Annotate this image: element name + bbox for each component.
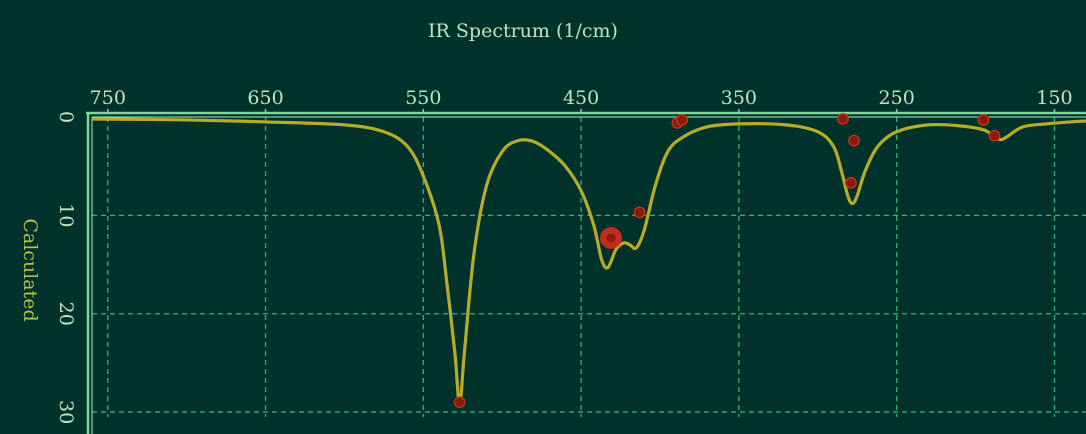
tick-labels: 750 650 550 450 350 250 150 0 10 20 30 bbox=[55, 87, 1073, 424]
peak-marker bbox=[676, 114, 688, 126]
y-tick-label: 30 bbox=[55, 400, 77, 424]
x-tick-label: 150 bbox=[1036, 87, 1072, 109]
peak-marker bbox=[605, 232, 617, 244]
peak-marker bbox=[837, 113, 849, 125]
x-tick-label: 650 bbox=[247, 87, 283, 109]
peak-marker bbox=[988, 129, 1001, 142]
x-tick-label: 550 bbox=[405, 87, 441, 109]
peak-marker bbox=[845, 177, 857, 189]
x-tick-label: 350 bbox=[721, 87, 757, 109]
x-tick-label: 750 bbox=[90, 87, 126, 109]
series-lines bbox=[91, 117, 1086, 406]
grid-lines bbox=[92, 117, 1086, 417]
axes bbox=[86, 109, 1086, 434]
peak-marker bbox=[848, 134, 860, 147]
peak-marker bbox=[453, 396, 466, 409]
y-axis-label: Calculated bbox=[19, 218, 41, 321]
peak-marker bbox=[977, 114, 990, 126]
x-tick-label: 450 bbox=[563, 87, 599, 109]
y-tick-label: 0 bbox=[55, 111, 77, 123]
y-tick-label: 20 bbox=[55, 302, 77, 326]
spectrum-line bbox=[91, 117, 1086, 406]
chart-title: IR Spectrum (1/cm) bbox=[428, 20, 618, 42]
x-tick-label: 250 bbox=[879, 87, 915, 109]
y-tick-label: 10 bbox=[55, 203, 77, 227]
peak-marker bbox=[633, 206, 646, 219]
peak-markers bbox=[453, 113, 1001, 409]
